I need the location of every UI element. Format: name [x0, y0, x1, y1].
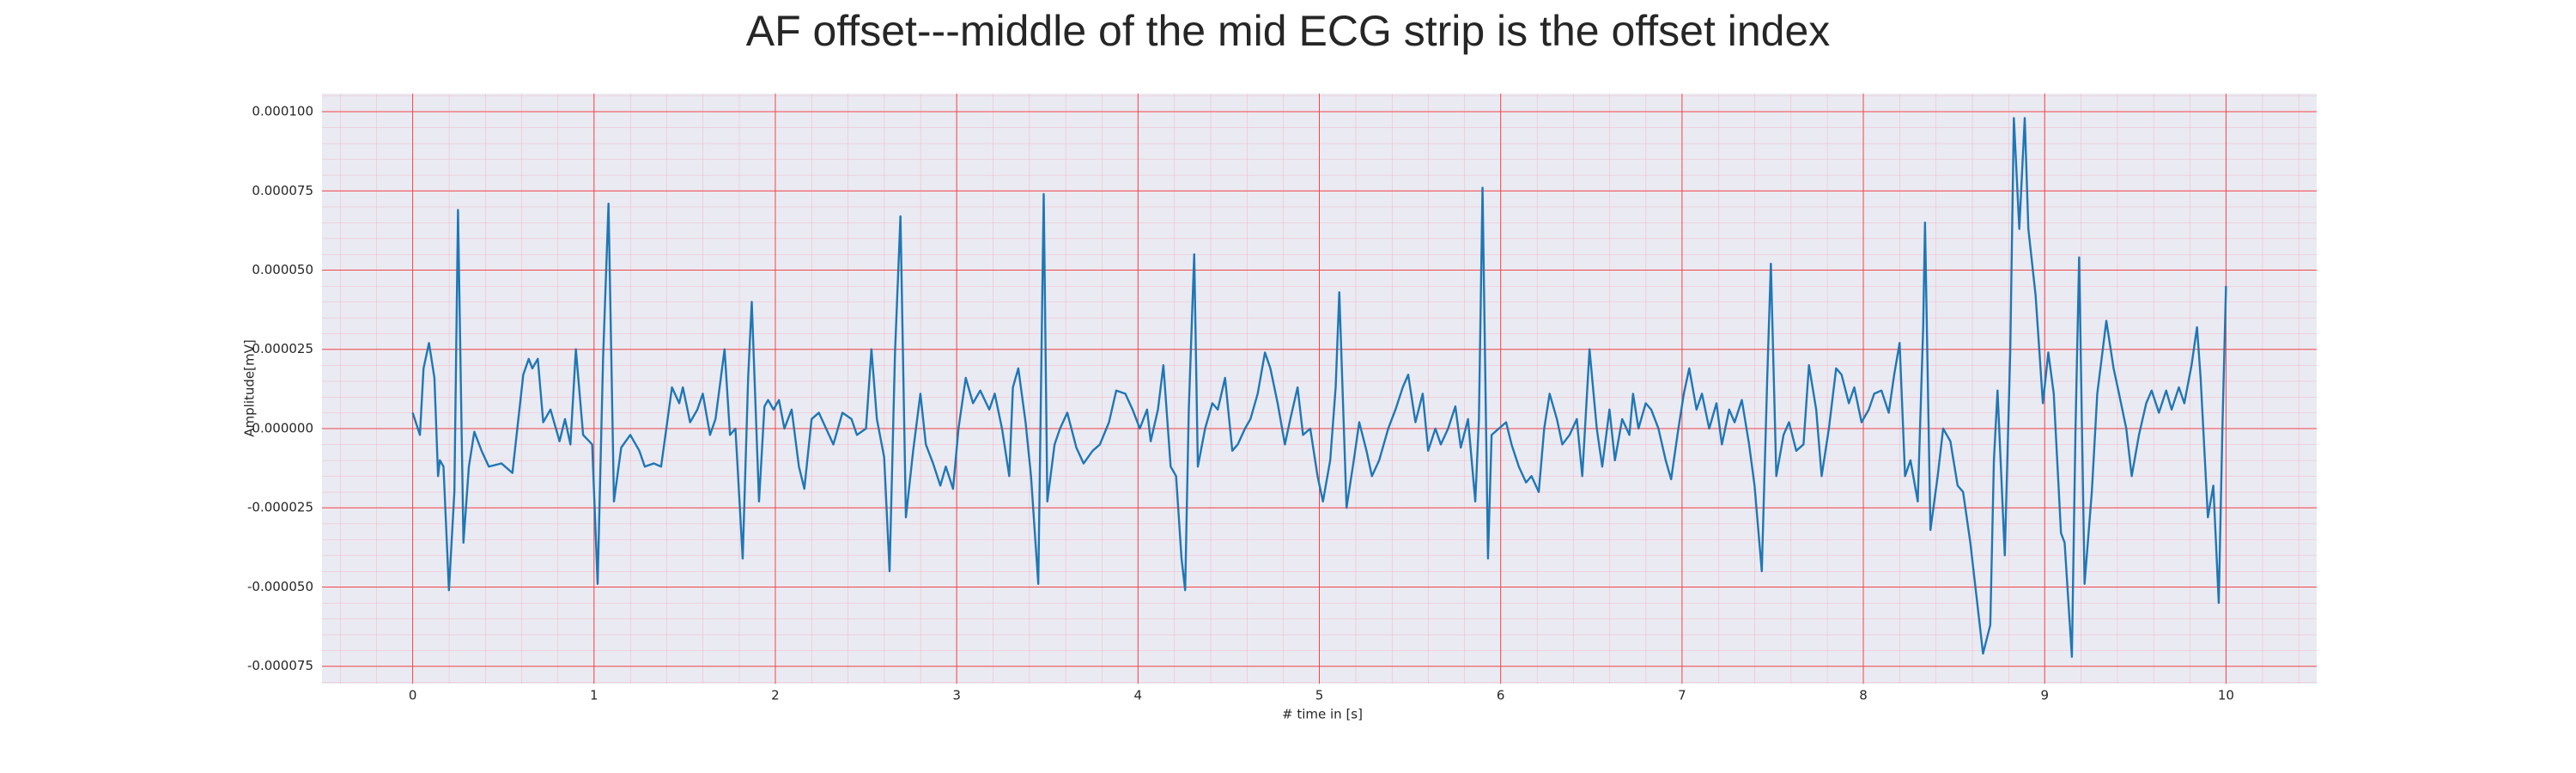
x-tick-label: 6 [1497, 688, 1505, 703]
x-tick-label: 5 [1315, 688, 1324, 703]
x-tick-label: 0 [409, 688, 417, 703]
y-tick-label: -0.000075 [247, 658, 313, 673]
x-tick-label: 9 [2040, 688, 2049, 703]
y-axis-label: Amplitude[mV] [242, 339, 258, 436]
x-tick-label: 8 [1859, 688, 1868, 703]
y-tick-label: 0.000025 [252, 341, 313, 356]
x-tick-label: 4 [1134, 688, 1143, 703]
y-tick-label: 0.000050 [252, 262, 313, 277]
x-tick-label: 1 [590, 688, 598, 703]
ecg-line [411, 117, 2227, 658]
x-tick-label: 3 [952, 688, 961, 703]
y-tick-label: 0.000075 [252, 183, 313, 198]
x-tick-label: 2 [771, 688, 780, 703]
y-tick-label: 0.000100 [252, 104, 313, 119]
x-tick-label: 10 [2218, 688, 2234, 703]
x-axis-label: # time in [s] [1282, 707, 1363, 722]
y-tick-label: -0.000050 [247, 579, 313, 594]
y-tick-label: 0.000000 [252, 420, 313, 435]
y-tick-label: -0.000025 [247, 500, 313, 515]
chart-title: AF offset---middle of the mid ECG strip … [746, 7, 1831, 55]
x-tick-label: 7 [1678, 688, 1686, 703]
